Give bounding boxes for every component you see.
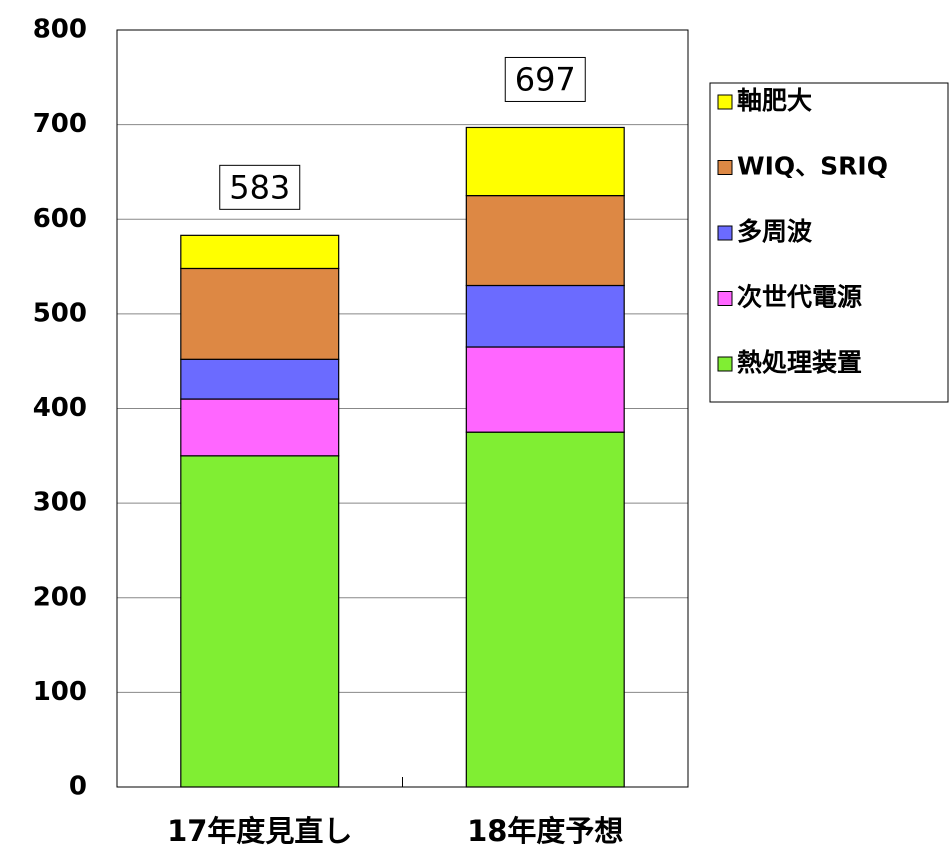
total-label: 583 — [229, 168, 290, 206]
y-tick-label: 100 — [33, 677, 87, 707]
total-box — [219, 164, 301, 210]
bar-segment — [465, 431, 625, 788]
total-box — [504, 56, 586, 102]
bar-segment — [180, 455, 340, 788]
bar-segment — [180, 358, 340, 400]
y-tick-label: 700 — [33, 109, 87, 139]
bar-segment — [465, 346, 625, 433]
legend-box — [709, 82, 949, 403]
x-tick-label: 18年度予想 — [467, 814, 623, 848]
bar-segment — [180, 267, 340, 360]
legend-swatch — [717, 291, 733, 306]
y-tick-label: 800 — [33, 15, 87, 45]
legend-label: 熱処理装置 — [737, 348, 862, 377]
legend-swatch — [717, 160, 733, 175]
legend-label: WIQ、SRIQ — [737, 152, 888, 181]
y-tick-label: 0 — [69, 772, 87, 802]
y-tick-label: 400 — [33, 393, 87, 423]
bar-segment — [465, 194, 625, 287]
bar-segment — [465, 284, 625, 348]
legend-label: 次世代電源 — [737, 283, 862, 312]
y-tick-label: 500 — [33, 298, 87, 328]
legend-label: 軸肥大 — [737, 86, 812, 115]
legend-swatch — [717, 94, 733, 110]
bar-segment — [180, 398, 340, 457]
legend-swatch — [717, 225, 733, 241]
x-tick-label: 17年度見直し — [167, 814, 352, 848]
total-label: 697 — [515, 60, 576, 98]
legend-label: 多周波 — [737, 217, 813, 246]
y-tick-label: 600 — [33, 204, 87, 234]
legend-swatch — [717, 356, 733, 372]
y-tick-label: 300 — [33, 488, 87, 518]
bar-segment — [180, 234, 340, 270]
y-tick-label: 200 — [33, 582, 87, 612]
bar-segment — [465, 126, 625, 197]
